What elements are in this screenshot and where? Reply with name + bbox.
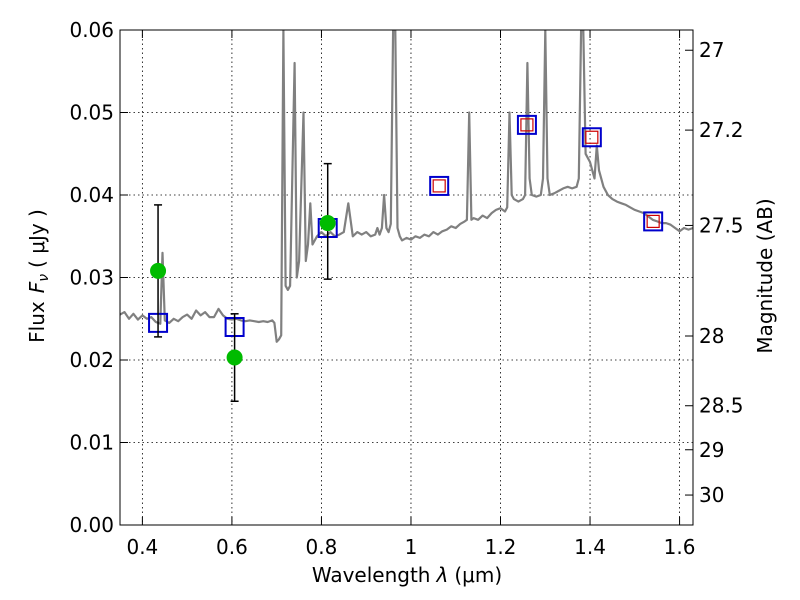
y-tick-label: 0.02 — [69, 348, 114, 372]
right-tick-label: 27 — [699, 38, 724, 62]
right-tick-label: 27.2 — [699, 118, 744, 142]
right-tick-label: 28.5 — [699, 394, 744, 418]
y-tick-label: 0.06 — [69, 18, 114, 42]
axis-labels: Wavelength λ (μm) FluxFν( μJy ) Magnitude … — [25, 198, 777, 587]
observed-flux-point — [226, 349, 243, 366]
right-axis-label: Magnitude (AB) — [753, 198, 777, 353]
model-flux-square — [516, 114, 537, 135]
x-tick-label: 1.6 — [664, 535, 696, 559]
y-tick-label: 0.01 — [69, 431, 114, 455]
right-tick-label: 29 — [699, 438, 724, 462]
x-tick-label: 0.4 — [126, 535, 158, 559]
grid-lines — [120, 29, 693, 526]
plot-clipped-group — [120, 30, 693, 402]
spectrum-line — [120, 30, 693, 343]
upper-limit-square — [432, 179, 446, 193]
y-axis-label: FluxFν( μJy ) — [25, 209, 52, 343]
model-flux-square — [581, 127, 602, 148]
model-flux-square — [429, 175, 450, 196]
upper-limit-square — [646, 214, 660, 228]
plot-area — [120, 30, 693, 402]
x-tick-label: 1.2 — [485, 535, 517, 559]
y-tick-label: 0.00 — [69, 513, 114, 537]
x-tick-label: 0.8 — [306, 535, 338, 559]
upper-limit-square — [520, 118, 534, 132]
right-tick-label: 30 — [699, 483, 724, 507]
y-tick-label: 0.03 — [69, 266, 114, 290]
right-tick-label: 27.5 — [699, 213, 744, 237]
y-tick-label: 0.04 — [69, 183, 114, 207]
x-axis-label: Wavelength λ (μm) — [312, 563, 502, 587]
right-tick-label: 28 — [699, 324, 724, 348]
upper-limit-square — [585, 130, 599, 144]
x-tick-label: 1.4 — [574, 535, 606, 559]
x-tick-label: 0.6 — [216, 535, 248, 559]
x-tick-label: 1 — [405, 535, 418, 559]
axes: 0.4 0.6 0.8 1 1.2 1.4 1.6 0.00 0.01 0.02 0.03 0.04 0… — [69, 18, 743, 559]
model-flux-square — [643, 211, 664, 232]
observed-flux-point — [319, 215, 336, 232]
observed-flux-point — [150, 262, 167, 279]
y-tick-label: 0.05 — [69, 101, 114, 125]
